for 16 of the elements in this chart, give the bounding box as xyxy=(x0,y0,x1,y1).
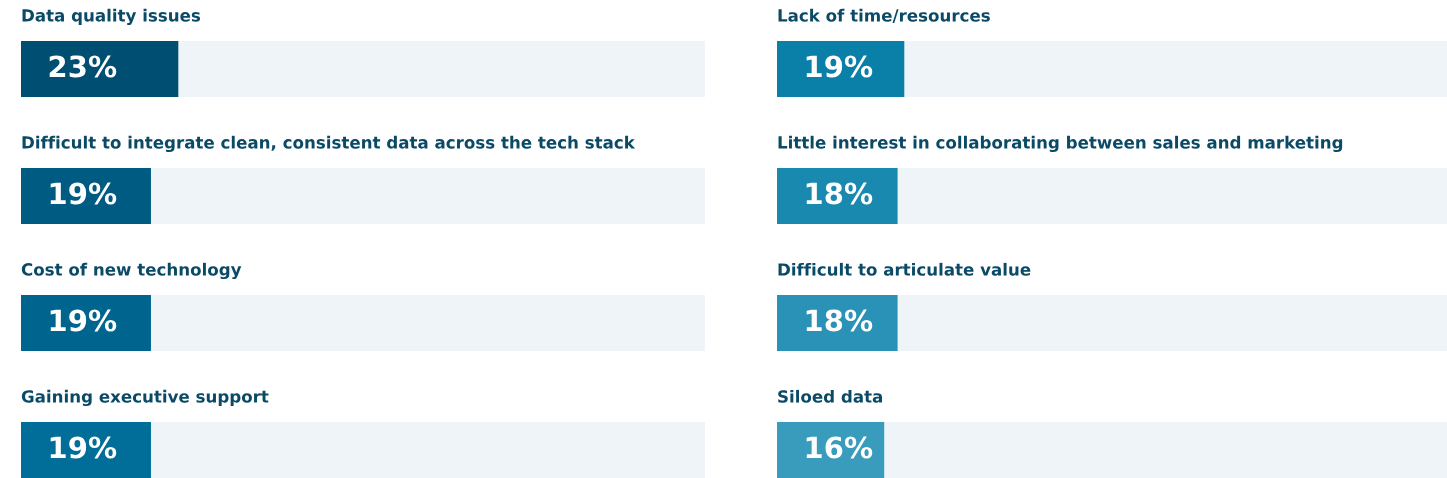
data-label: 19% xyxy=(806,55,873,78)
data-label: 16% xyxy=(806,436,873,459)
data-label: 19% xyxy=(50,182,117,205)
category-label: Cost of new technology xyxy=(21,262,242,280)
category-label: Siloed data xyxy=(778,389,882,403)
data-label: 23% xyxy=(49,55,117,78)
data-label: 19% xyxy=(50,436,117,459)
category-label: Little interest in collaborating between sales and marketing xyxy=(778,135,1343,153)
data-label: 18% xyxy=(806,309,873,332)
category-label: Difficult to articulate value xyxy=(778,262,1031,276)
category-label: Difficult to integrate clean, consistent data across the tech stack xyxy=(22,135,636,153)
category-label: Data quality issues xyxy=(22,8,201,26)
category-label: Gaining executive support xyxy=(21,389,269,407)
category-label: Lack of time/resources xyxy=(778,8,990,24)
data-label: 18% xyxy=(806,182,873,205)
data-label: 19% xyxy=(50,309,117,332)
